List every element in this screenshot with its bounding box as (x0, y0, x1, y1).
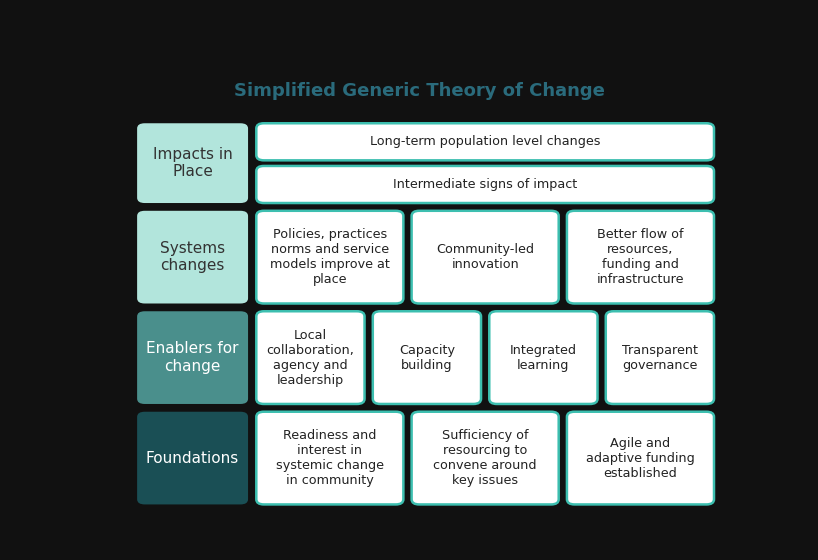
Text: Community-led
innovation: Community-led innovation (436, 243, 534, 271)
Text: Integrated
learning: Integrated learning (510, 344, 577, 372)
Text: Intermediate signs of impact: Intermediate signs of impact (393, 178, 578, 191)
FancyBboxPatch shape (137, 412, 248, 505)
FancyBboxPatch shape (256, 412, 403, 505)
Text: Agile and
adaptive funding
established: Agile and adaptive funding established (587, 437, 694, 479)
FancyBboxPatch shape (567, 211, 714, 304)
Text: Policies, practices
norms and service
models improve at
place: Policies, practices norms and service mo… (270, 228, 389, 286)
FancyBboxPatch shape (137, 123, 248, 203)
Text: Long-term population level changes: Long-term population level changes (370, 136, 600, 148)
FancyBboxPatch shape (256, 211, 403, 304)
FancyBboxPatch shape (489, 311, 597, 404)
FancyBboxPatch shape (256, 166, 714, 203)
FancyBboxPatch shape (373, 311, 481, 404)
FancyBboxPatch shape (567, 412, 714, 505)
FancyBboxPatch shape (137, 211, 248, 304)
FancyBboxPatch shape (256, 311, 365, 404)
Text: Sufficiency of
resourcing to
convene around
key issues: Sufficiency of resourcing to convene aro… (434, 429, 537, 487)
Text: Capacity
building: Capacity building (399, 344, 455, 372)
Text: Enablers for
change: Enablers for change (146, 342, 239, 374)
Text: Impacts in
Place: Impacts in Place (153, 147, 232, 179)
FancyBboxPatch shape (256, 123, 714, 160)
Text: Foundations: Foundations (146, 451, 239, 465)
FancyBboxPatch shape (411, 412, 559, 505)
FancyBboxPatch shape (137, 311, 248, 404)
Text: Readiness and
interest in
systemic change
in community: Readiness and interest in systemic chang… (276, 429, 384, 487)
FancyBboxPatch shape (606, 311, 714, 404)
Text: Transparent
governance: Transparent governance (622, 344, 698, 372)
Text: Local
collaboration,
agency and
leadership: Local collaboration, agency and leadersh… (267, 329, 354, 386)
Text: Better flow of
resources,
funding and
infrastructure: Better flow of resources, funding and in… (596, 228, 684, 286)
Text: Simplified Generic Theory of Change: Simplified Generic Theory of Change (234, 82, 605, 100)
Text: Systems
changes: Systems changes (160, 241, 225, 273)
FancyBboxPatch shape (411, 211, 559, 304)
